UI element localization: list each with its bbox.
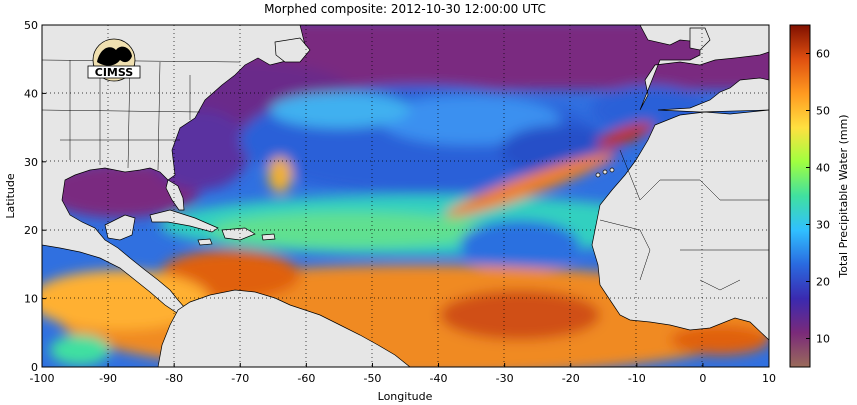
x-tick-label: -50: [363, 372, 381, 385]
colorbar-gradient: [789, 24, 811, 368]
y-tick-label: 50: [24, 19, 38, 32]
x-tick-label: -100: [30, 372, 55, 385]
y-axis-label: Latitude: [4, 173, 17, 219]
tpw-field: [42, 25, 769, 367]
political-borders: [42, 59, 769, 291]
y-tick-label: 40: [24, 87, 38, 100]
y-axis-ticks: 0 10 20 30 40 50: [24, 19, 46, 374]
x-axis-ticks: -100 -90 -80 -70 -60 -50 -40 -30 -20 -10 0 10: [30, 363, 776, 385]
x-tick-label: -70: [231, 372, 249, 385]
x-tick-label: -60: [297, 372, 315, 385]
colorbar-tick-label: 30: [816, 219, 830, 232]
colorbar-tick-label: 50: [816, 105, 830, 118]
x-tick-label: -90: [99, 372, 117, 385]
map-grid: [42, 25, 769, 367]
y-tick-label: 0: [31, 361, 38, 374]
cimss-logo: CIMSS: [87, 38, 141, 82]
x-tick-label: -10: [628, 372, 646, 385]
y-tick-label: 10: [24, 293, 38, 306]
colorbar-tick-label: 40: [816, 162, 830, 175]
x-tick-label: -40: [430, 372, 448, 385]
x-axis-label: Longitude: [378, 390, 433, 403]
x-tick-label: -80: [165, 372, 183, 385]
y-tick-label: 30: [24, 156, 38, 169]
cimss-logo-text: CIMSS: [95, 66, 134, 79]
x-tick-label: -30: [496, 372, 514, 385]
x-tick-label: 0: [699, 372, 706, 385]
x-tick-label: 10: [762, 372, 776, 385]
colorbar-tick-label: 60: [816, 48, 830, 61]
figure-title: Morphed composite: 2012-10-30 12:00:00 U…: [264, 2, 546, 16]
map-frame: [41, 24, 770, 368]
colorbar-label: Total Precipitable Water (mm): [837, 114, 850, 278]
colorbar-tick-label: 10: [816, 333, 830, 346]
colorbar-ticks: 10 20 30 40 50 60: [806, 48, 830, 346]
colorbar: 10 20 30 40 50 60 Total Precipitable Water (m…: [789, 24, 850, 368]
x-tick-label: -20: [562, 372, 580, 385]
y-tick-label: 20: [24, 224, 38, 237]
colorbar-tick-label: 20: [816, 276, 830, 289]
